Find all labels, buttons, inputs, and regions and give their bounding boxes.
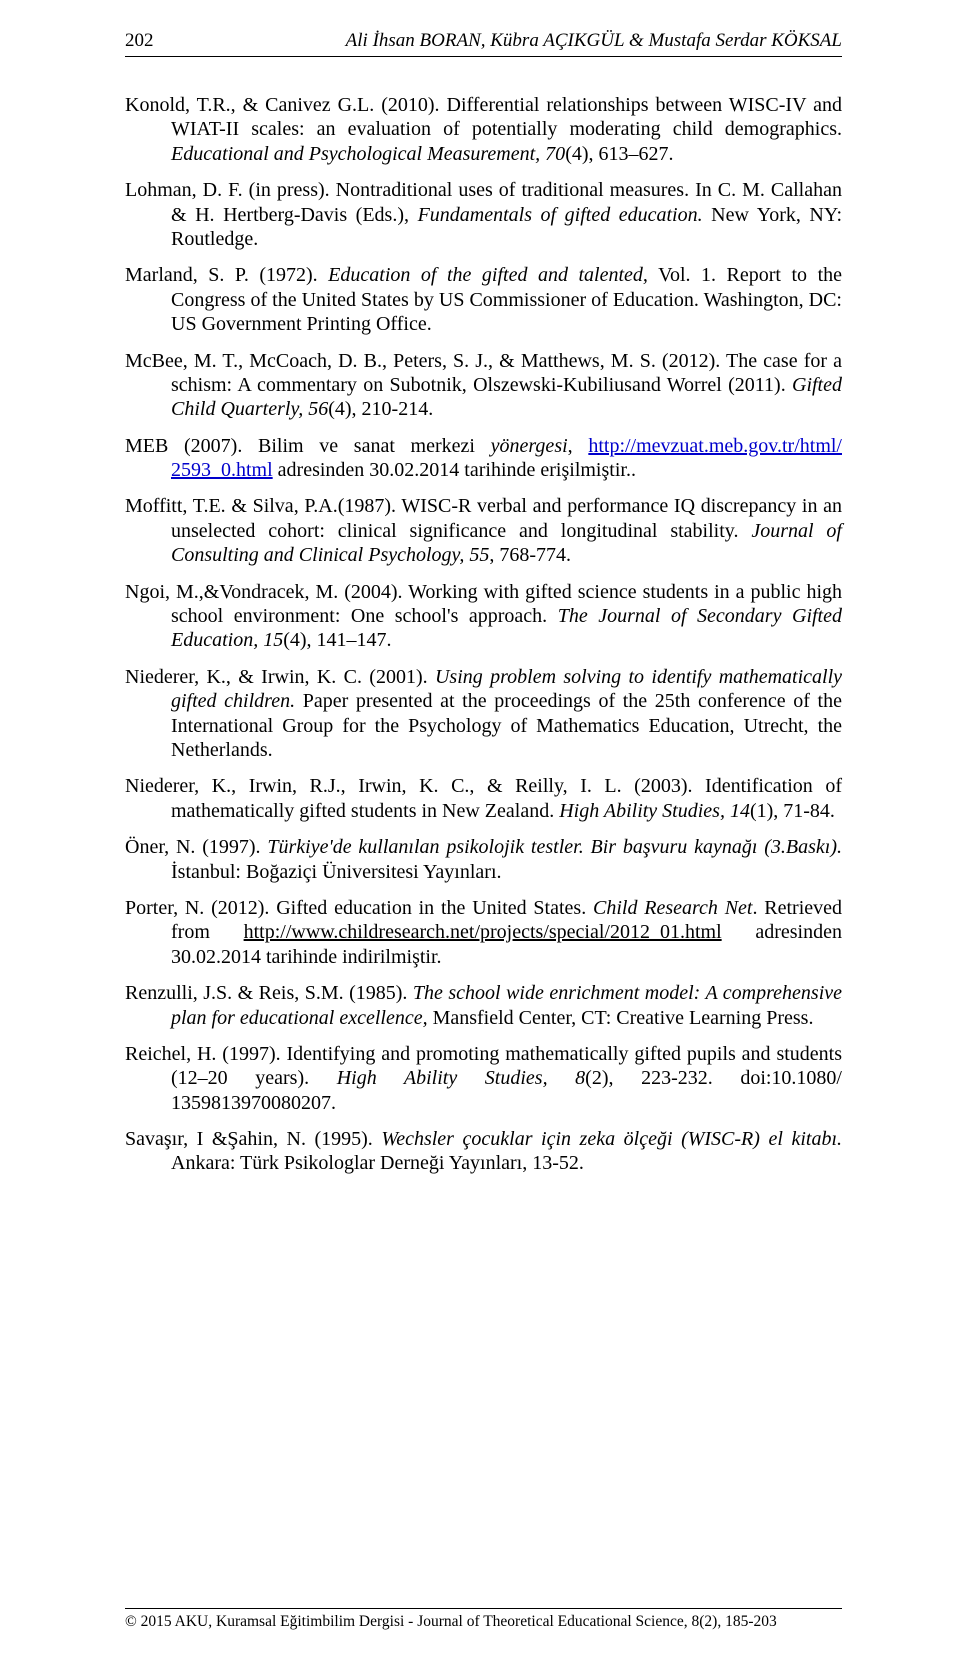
footer-rule [125,1608,842,1609]
italic-span: The Journal of Secondary Gifted Educatio… [171,605,842,651]
italic-span: Using problem solving to identify mathem… [171,666,842,712]
reference-entry: Marland, S. P. (1972). Education of the … [125,263,842,336]
reference-entry: McBee, M. T., McCoach, D. B., Peters, S.… [125,349,842,422]
reference-entry: MEB (2007). Bilim ve sanat merkezi yöner… [125,434,842,483]
reference-entry: Renzulli, J.S. & Reis, S.M. (1985). The … [125,981,842,1030]
reference-entry: Öner, N. (1997). Türkiye'de kullanılan p… [125,835,842,884]
italic-span: Child Research Net [593,897,752,919]
reference-entry: Moffitt, T.E. & Silva, P.A.(1987). WISC-… [125,494,842,567]
header-rule [125,56,842,57]
italic-span: yönergesi [491,435,568,457]
page-footer: © 2015 AKU, Kuramsal Eğitimbilim Dergisi… [125,1613,842,1631]
running-head: Ali İhsan BORAN, Kübra AÇIKGÜL & Mustafa… [154,30,843,52]
italic-span: Journal of Consulting and Clinical Psych… [171,520,842,566]
italic-span: Education of the gifted and talented, [328,264,648,286]
reference-entry: Niederer, K., & Irwin, K. C. (2001). Usi… [125,665,842,763]
references-list: Konold, T.R., & Canivez G.L. (2010). Dif… [125,93,842,1590]
italic-span: Fundamentals of gifted education. [418,204,703,226]
italic-span: High Ability Studies, 8 [337,1067,585,1089]
reference-entry: Reichel, H. (1997). Identifying and prom… [125,1042,842,1115]
page-number: 202 [125,30,154,52]
reference-entry: Savaşır, I &Şahin, N. (1995). Wechsler ç… [125,1127,842,1176]
reference-entry: Ngoi, M.,&Vondracek, M. (2004). Working … [125,580,842,653]
italic-span: High Ability Studies, 14 [559,800,750,822]
reference-entry: Porter, N. (2012). Gifted education in t… [125,896,842,969]
reference-link[interactable]: http://www.childresearch.net/projects/sp… [244,921,722,943]
reference-entry: Konold, T.R., & Canivez G.L. (2010). Dif… [125,93,842,166]
reference-entry: Lohman, D. F. (in press). Nontraditional… [125,178,842,251]
reference-entry: Niederer, K., Irwin, R.J., Irwin, K. C.,… [125,774,842,823]
italic-span: Educational and Psychological Measuremen… [171,143,565,165]
italic-span: Wechsler çocuklar için zeka ölçeği (WISC… [381,1128,842,1150]
italic-span: Gifted Child Quarterly, 56 [171,374,842,420]
page-header: 202 Ali İhsan BORAN, Kübra AÇIKGÜL & Mus… [125,30,842,52]
italic-span: The school wide enrichment model: A comp… [171,982,842,1028]
italic-span: Türkiye'de kullanılan psikolojik testler… [267,836,842,858]
